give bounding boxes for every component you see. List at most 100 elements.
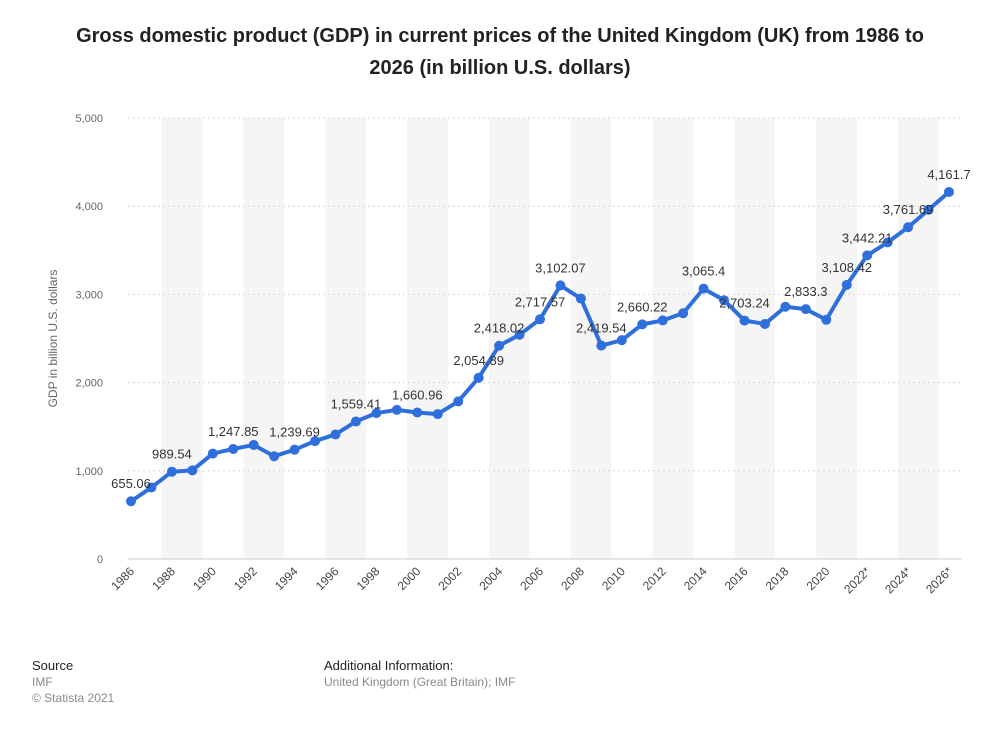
data-point[interactable]	[944, 186, 954, 197]
x-tick-label: 2012	[640, 564, 669, 593]
data-label: 3,065.4	[682, 264, 725, 279]
data-point[interactable]	[698, 283, 709, 294]
background-band	[897, 118, 939, 559]
background-band	[816, 118, 857, 559]
data-point[interactable]	[719, 295, 730, 306]
data-point[interactable]	[535, 314, 545, 325]
data-point[interactable]	[391, 404, 402, 415]
data-point[interactable]	[371, 408, 382, 419]
data-point[interactable]	[596, 340, 607, 351]
additional-info-text: United Kingdom (Great Britain); IMF	[324, 675, 516, 689]
data-point[interactable]	[903, 222, 914, 233]
data-point[interactable]	[473, 372, 484, 383]
source-name: IMF	[32, 675, 53, 689]
data-label: 2,717.57	[515, 294, 566, 309]
y-tick-label: 2,000	[75, 378, 103, 390]
alternating-bands	[161, 118, 939, 559]
data-point[interactable]	[882, 237, 893, 248]
data-point[interactable]	[330, 429, 341, 440]
data-point[interactable]	[514, 329, 525, 340]
source-heading: Source	[32, 658, 74, 673]
data-point[interactable]	[616, 335, 627, 346]
x-tick-label: 2020	[804, 564, 833, 593]
data-point[interactable]	[350, 416, 361, 427]
data-point[interactable]	[637, 319, 648, 330]
data-label: 3,102.07	[535, 260, 586, 275]
data-point[interactable]	[800, 304, 811, 315]
data-label: 3,761.69	[883, 202, 934, 217]
data-point[interactable]	[759, 318, 770, 329]
chart-title: Gross domestic product (GDP) in current …	[76, 25, 924, 79]
data-label: 1,559.41	[331, 396, 382, 411]
data-point[interactable]	[412, 407, 423, 418]
data-point[interactable]	[780, 301, 791, 312]
data-label: 2,660.22	[617, 299, 668, 314]
background-band	[734, 118, 776, 559]
x-tick-label: 2004	[476, 564, 505, 593]
data-label: 1,660.96	[392, 388, 443, 403]
x-tick-label: 1986	[108, 564, 137, 593]
data-point[interactable]	[432, 409, 443, 420]
background-band	[325, 118, 367, 559]
data-point[interactable]	[289, 444, 300, 455]
data-point[interactable]	[228, 443, 239, 454]
background-band	[243, 118, 285, 559]
x-tick-label: 2016	[722, 564, 751, 593]
x-tick-label: 2006	[517, 564, 546, 593]
x-tick-label: 1996	[313, 564, 342, 593]
data-point[interactable]	[146, 482, 157, 493]
data-label: 2,054.89	[453, 353, 504, 368]
data-point[interactable]	[187, 465, 198, 476]
y-axis-ticks: 0 1,000 2,000 3,000 4,000 5,000	[75, 113, 103, 566]
data-label: 989.54	[152, 447, 192, 462]
data-point[interactable]	[841, 279, 852, 290]
x-tick-label: 1990	[190, 564, 219, 593]
y-tick-label: 5,000	[75, 113, 103, 125]
data-point[interactable]	[739, 315, 750, 326]
x-tick-label: 1998	[354, 564, 383, 593]
y-axis-label: GDP in billion U.S. dollars	[46, 270, 60, 408]
data-point[interactable]	[166, 466, 177, 477]
data-point[interactable]	[310, 436, 321, 447]
background-band	[652, 118, 694, 559]
y-tick-label: 1,000	[75, 466, 103, 478]
data-label: 1,239.69	[269, 425, 320, 440]
copyright-text: © Statista 2021	[32, 691, 115, 705]
x-tick-label: 2026*	[923, 564, 955, 596]
data-label: 3,442.21	[842, 230, 893, 245]
data-label: 2,703.24	[719, 296, 770, 311]
data-point[interactable]	[494, 340, 505, 351]
additional-info-block: Additional Information: United Kingdom (…	[324, 658, 515, 690]
background-band	[161, 118, 203, 559]
data-label: 2,419.54	[576, 321, 627, 336]
data-point[interactable]	[575, 293, 586, 304]
data-point[interactable]	[207, 448, 218, 459]
line-chart: 0 1,000 2,000 3,000 4,000 5,000 GDP in billio…	[46, 113, 971, 596]
data-label: 2,833.3	[784, 284, 827, 299]
y-tick-label: 3,000	[75, 289, 103, 301]
data-point[interactable]	[555, 280, 566, 291]
data-point[interactable]	[248, 439, 259, 450]
x-tick-label: 2010	[599, 564, 628, 593]
data-point[interactable]	[657, 315, 668, 326]
data-point[interactable]	[862, 250, 873, 261]
data-label: 1,247.85	[208, 424, 259, 439]
x-tick-label: 2014	[681, 564, 710, 593]
background-band	[570, 118, 612, 559]
data-point[interactable]	[821, 314, 832, 325]
data-point[interactable]	[269, 451, 280, 462]
x-tick-label: 2024*	[882, 564, 914, 596]
x-tick-label: 1988	[149, 564, 178, 593]
x-tick-label: 2008	[558, 564, 587, 593]
data-label: 4,161.7	[927, 167, 970, 182]
additional-info-heading: Additional Information:	[324, 658, 454, 673]
data-point[interactable]	[453, 396, 464, 407]
data-point[interactable]	[923, 204, 934, 215]
x-tick-label: 2018	[763, 564, 792, 593]
data-point[interactable]	[126, 496, 136, 507]
data-point[interactable]	[678, 308, 689, 319]
data-label: 3,108.42	[821, 260, 872, 275]
y-tick-label: 4,000	[75, 201, 103, 213]
y-tick-label: 0	[97, 554, 103, 566]
x-tick-label: 2002	[436, 564, 465, 593]
